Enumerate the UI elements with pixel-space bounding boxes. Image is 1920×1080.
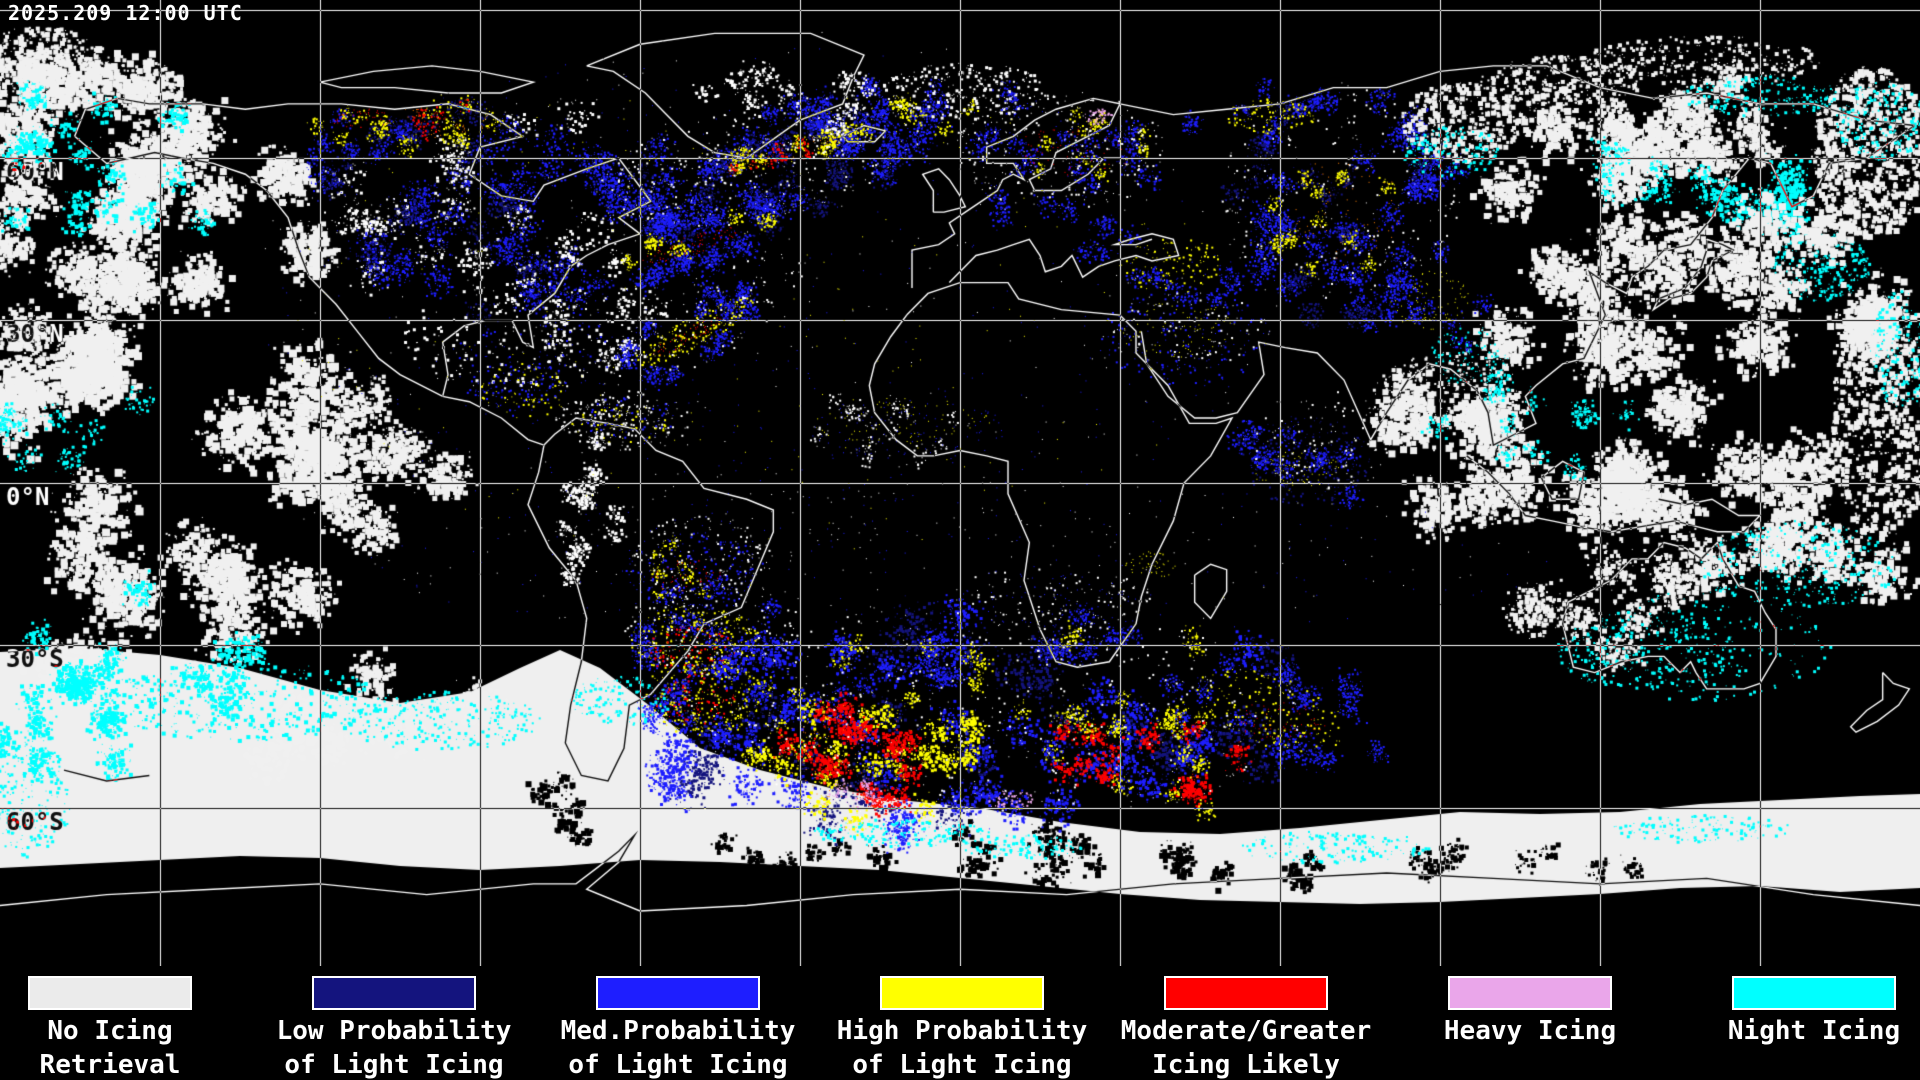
legend-item-high-prob-light-icing: High Probability of Light Icing	[832, 976, 1092, 1080]
heavy-icing-swatch	[1448, 976, 1612, 1010]
legend-bar: No Icing Retrieval Low Probability of Lig…	[0, 966, 1920, 1080]
heavy-icing-label: Heavy Icing	[1443, 1016, 1617, 1046]
legend-item-night-icing: Night Icing	[1684, 976, 1920, 1048]
night-icing-swatch	[1732, 976, 1896, 1010]
legend-item-low-prob-light-icing: Low Probability of Light Icing	[264, 976, 524, 1080]
high-prob-light-icing-label: High Probability of Light Icing	[836, 1016, 1088, 1080]
night-icing-label: Night Icing	[1727, 1016, 1901, 1046]
med-prob-light-icing-swatch	[596, 976, 760, 1010]
low-prob-light-icing-label: Low Probability of Light Icing	[276, 1016, 512, 1080]
moderate-greater-icing-label: Moderate/Greater Icing Likely	[1120, 1016, 1372, 1080]
legend-item-med-prob-light-icing: Med.Probability of Light Icing	[548, 976, 808, 1080]
timestamp-label: 2025.209 12:00 UTC	[8, 1, 243, 25]
legend-item-moderate-greater-icing: Moderate/Greater Icing Likely	[1116, 976, 1376, 1080]
moderate-greater-icing-swatch	[1164, 976, 1328, 1010]
no-icing-retrieval-swatch	[28, 976, 192, 1010]
world-map-canvas	[0, 0, 1920, 966]
legend-item-no-icing-retrieval: No Icing Retrieval	[0, 976, 240, 1080]
high-prob-light-icing-swatch	[880, 976, 1044, 1010]
legend-item-heavy-icing: Heavy Icing	[1400, 976, 1660, 1048]
med-prob-light-icing-label: Med.Probability of Light Icing	[560, 1016, 796, 1080]
low-prob-light-icing-swatch	[312, 976, 476, 1010]
no-icing-retrieval-label: No Icing Retrieval	[39, 1016, 181, 1080]
